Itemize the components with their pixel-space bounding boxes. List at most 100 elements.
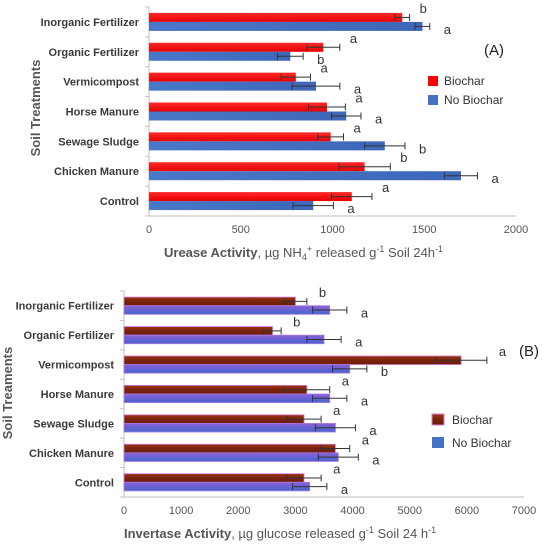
panelB-x-tick-label: 7000 bbox=[512, 505, 536, 517]
panel-b-y-axis-title: Soil Treaments bbox=[0, 347, 15, 439]
panelB-significance-letter: a bbox=[499, 344, 507, 359]
panelB-significance-letter: b bbox=[293, 315, 300, 330]
panelA-significance-letter: b bbox=[400, 150, 407, 165]
panel-a-x-axis-title: Urease Activity, µg NH4+ released g-1 So… bbox=[164, 244, 443, 262]
panel-b-x-ticks: 0 1000 2000 3000 4000 5000 6000 7000 bbox=[121, 505, 536, 517]
panelA-category-label: Organic Fertilizer bbox=[49, 47, 140, 59]
panelB-significance-letter: a bbox=[342, 373, 350, 388]
panelA-significance-letter: b bbox=[419, 141, 426, 156]
panelB-significance-letter: a bbox=[361, 305, 369, 320]
panel-a-legend-biochar: Biochar bbox=[444, 74, 485, 88]
panelA-significance-letter: a bbox=[320, 61, 328, 76]
panel-b-legend: Biochar No Biochar bbox=[431, 413, 511, 450]
panelB-significance-letter: a bbox=[369, 423, 377, 438]
panel-b-x-axis-title: Invertase Activity, µg glucose released … bbox=[124, 525, 436, 541]
panelB-significance-letter: a bbox=[341, 482, 349, 497]
panelB-x-tick-label: 2000 bbox=[226, 505, 250, 517]
panelB-bar-biochar-vermicompost bbox=[123, 355, 462, 365]
panel-a-legend-no-biochar: No Biochar bbox=[444, 93, 503, 107]
panel-b-category-labels: Inorganic Fertilizer Organic Fertilizer Ve… bbox=[16, 301, 115, 490]
panelB-significance-letter: b bbox=[381, 364, 388, 379]
panelA-x-tick-label: 0 bbox=[146, 224, 152, 236]
panelA-significance-letter: b bbox=[317, 52, 324, 67]
panelB-x-tick-label: 0 bbox=[121, 505, 127, 517]
panelA-significance-letter: a bbox=[375, 112, 383, 127]
panelA-bar-no-biochar-organic-fertilizer bbox=[149, 51, 291, 61]
panelB-bar-no-biochar-control bbox=[123, 481, 311, 492]
panel-a-legend-swatch-no-biochar bbox=[428, 95, 438, 105]
panel-a-y-axis-title: Soil Treatments bbox=[28, 60, 43, 157]
panelB-significance-letter: a bbox=[333, 462, 341, 477]
panelB-significance-letter: a bbox=[361, 394, 369, 409]
panelA-significance-letter: a bbox=[354, 82, 362, 97]
panelA-bar-biochar-inorganic-fertilizer bbox=[149, 12, 403, 22]
panel-b-legend-no-biochar: No Biochar bbox=[452, 436, 511, 450]
panelB-bar-biochar-horse-manure bbox=[123, 384, 308, 395]
panelA-category-label: Vermicompost bbox=[63, 77, 139, 89]
panelB-bar-no-biochar-horse-manure bbox=[123, 393, 331, 404]
panelA-bar-biochar-sewage-sludge bbox=[149, 132, 331, 142]
panelA-bar-no-biochar-horse-manure bbox=[149, 111, 347, 121]
panel-b-label: (B) bbox=[519, 343, 539, 360]
panelA-x-tick-label: 2000 bbox=[504, 224, 528, 236]
panelA-category-label: Control bbox=[100, 196, 139, 208]
panelB-category-label: Horse Manure bbox=[41, 389, 114, 401]
panelB-bar-no-biochar-inorganic-fertilizer bbox=[123, 305, 331, 315]
panelB-bar-biochar-sewage-sludge bbox=[123, 414, 305, 424]
panelA-bar-biochar-chicken-manure bbox=[149, 162, 365, 172]
panelB-significance-letter: b bbox=[319, 285, 326, 300]
panelA-category-label: Inorganic Fertilizer bbox=[41, 17, 140, 29]
panelB-category-label: Sewage Sludge bbox=[33, 418, 114, 430]
panelA-significance-letter: a bbox=[347, 201, 355, 216]
panelA-x-tick-label: 500 bbox=[232, 224, 250, 236]
panelA-x-tick-label: 1000 bbox=[320, 224, 344, 236]
panelB-bar-no-biochar-vermicompost bbox=[123, 364, 351, 374]
panelB-x-tick-label: 6000 bbox=[455, 505, 479, 517]
panelA-x-tick-label: 1500 bbox=[412, 224, 436, 236]
panelA-category-label: Chicken Manure bbox=[54, 166, 139, 178]
panel-b-legend-biochar: Biochar bbox=[452, 413, 493, 427]
panelA-bar-no-biochar-sewage-sludge bbox=[149, 141, 385, 151]
panelB-bar-biochar-inorganic-fertilizer bbox=[123, 296, 296, 307]
panel-a-category-labels: Inorganic Fertilizer Organic Fertilizer Ve… bbox=[41, 17, 140, 208]
panelA-bar-no-biochar-inorganic-fertilizer bbox=[149, 21, 423, 31]
panel-a-label: (A) bbox=[484, 42, 504, 59]
panelA-bar-biochar-organic-fertilizer bbox=[149, 42, 324, 52]
panelB-x-tick-label: 5000 bbox=[397, 505, 421, 517]
panelB-category-label: Chicken Manure bbox=[29, 448, 114, 460]
panelB-significance-letter: a bbox=[372, 452, 380, 467]
panelB-bar-biochar-organic-fertilizer bbox=[123, 326, 273, 336]
panelB-x-tick-label: 4000 bbox=[340, 505, 364, 517]
panelA-category-label: Horse Manure bbox=[66, 107, 139, 119]
panelB-category-label: Vermicompost bbox=[38, 360, 114, 372]
panelA-bar-biochar-vermicompost bbox=[149, 72, 296, 82]
panelB-bar-no-biochar-chicken-manure bbox=[123, 452, 339, 462]
panelA-category-label: Sewage Sludge bbox=[58, 136, 139, 148]
panel-a-legend-swatch-biochar bbox=[428, 76, 438, 86]
panelA-significance-letter: b bbox=[420, 1, 427, 16]
panelA-significance-letter: a bbox=[355, 91, 363, 106]
panelA-significance-letter: a bbox=[350, 31, 358, 46]
panelB-bar-no-biochar-sewage-sludge bbox=[123, 423, 336, 433]
panelB-category-label: Inorganic Fertilizer bbox=[16, 301, 115, 313]
panelA-bar-biochar-control bbox=[149, 192, 352, 202]
panelB-bar-no-biochar-organic-fertilizer bbox=[123, 334, 325, 345]
panelA-significance-letter: a bbox=[491, 171, 499, 186]
panel-a-x-ticks: 0 500 1000 1500 2000 bbox=[146, 224, 528, 236]
panel-b-legend-swatch-biochar bbox=[431, 413, 445, 426]
panelB-bar-biochar-control bbox=[123, 473, 305, 483]
panel-a-legend: Biochar No Biochar bbox=[428, 74, 503, 107]
panelB-significance-letter: a bbox=[355, 335, 363, 350]
panelA-bar-no-biochar-chicken-manure bbox=[149, 171, 461, 181]
panelA-significance-letter: a bbox=[354, 120, 362, 135]
panelB-x-tick-label: 1000 bbox=[169, 505, 193, 517]
panel-b-legend-swatch-no-biochar bbox=[432, 437, 444, 448]
panelA-significance-letter: a bbox=[444, 22, 452, 37]
panelA-bar-biochar-horse-manure bbox=[149, 102, 327, 112]
panelB-bar-biochar-chicken-manure bbox=[123, 443, 336, 454]
